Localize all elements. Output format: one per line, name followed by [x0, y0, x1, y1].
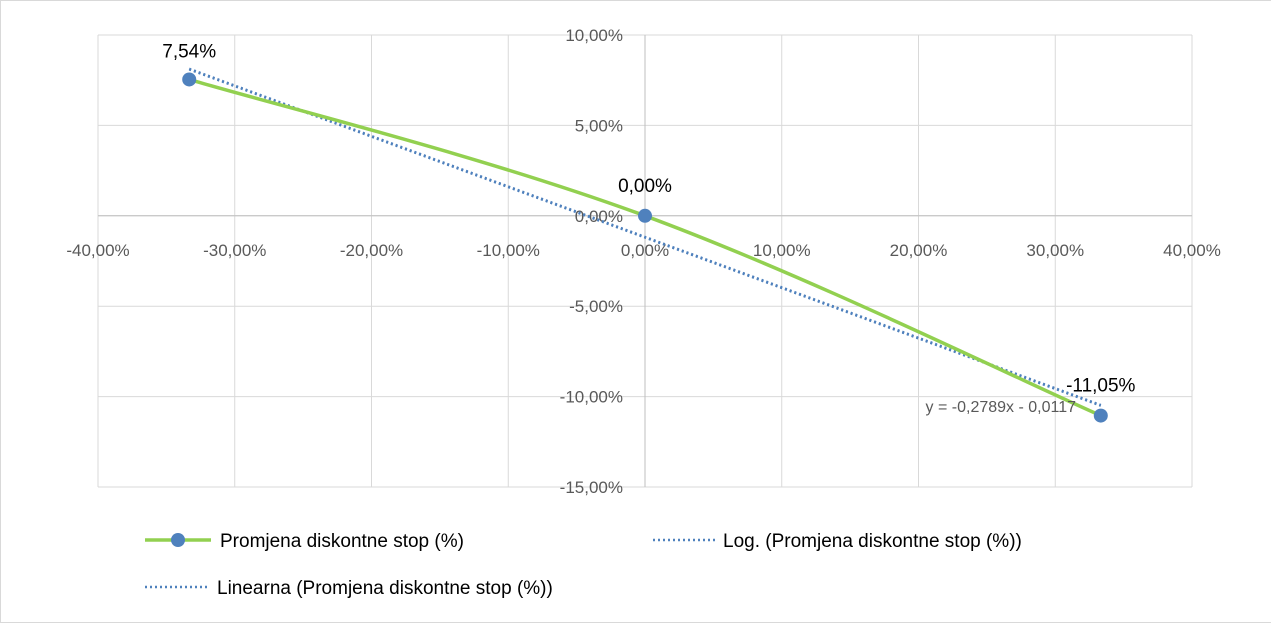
x-tick-label: -40,00%: [66, 241, 129, 260]
trendline-equation: y = -0,2789x - 0,0117: [926, 399, 1077, 416]
x-tick-label: 30,00%: [1026, 241, 1084, 260]
data-labels: 7,54% 0,00% -11,05% y = -0,2789x - 0,0117: [162, 41, 1135, 416]
data-label: 0,00%: [618, 176, 672, 197]
data-point-1: [638, 208, 652, 223]
legend-item-log-trend: Log. (Promjena diskontne stop (%)): [653, 531, 1022, 552]
x-tick-label: -10,00%: [477, 241, 540, 260]
y-tick-label: 10,00%: [565, 26, 623, 45]
x-tick-label: 0,00%: [621, 241, 669, 260]
data-point-0: [182, 72, 197, 87]
data-label: -11,05%: [1066, 376, 1135, 397]
data-point-2: [1093, 408, 1108, 423]
y-tick-label: -10,00%: [560, 388, 623, 407]
y-tick-label: -15,00%: [560, 478, 623, 497]
y-tick-label: -5,00%: [569, 297, 623, 316]
x-tick-label: 40,00%: [1163, 241, 1221, 260]
y-tick-label: 5,00%: [575, 116, 623, 135]
data-label: 7,54%: [162, 41, 216, 62]
linear-trendline: [188, 67, 1102, 407]
axes: [98, 35, 1192, 487]
legend-label: Linearna (Promjena diskontne stop (%)): [217, 578, 553, 599]
x-tick-label: -20,00%: [340, 241, 403, 260]
x-tick-label: 20,00%: [890, 241, 948, 260]
legend-item-linear-trend: Linearna (Promjena diskontne stop (%)): [145, 578, 553, 599]
legend-marker-swatch: [171, 533, 185, 547]
legend-label: Promjena diskontne stop (%): [220, 531, 464, 552]
legend-item-series: Promjena diskontne stop (%): [145, 531, 464, 552]
legend: Promjena diskontne stop (%) Log. (Promjen…: [145, 531, 1022, 599]
x-tick-label: -30,00%: [203, 241, 266, 260]
legend-label: Log. (Promjena diskontne stop (%)): [723, 531, 1022, 552]
y-tick-label: 0,00%: [575, 207, 623, 226]
tick-labels: -40,00% -30,00% -20,00% -10,00% 0,00% 10,00% 2…: [66, 26, 1221, 497]
x-tick-label: 10,00%: [753, 241, 811, 260]
series: [182, 67, 1108, 423]
